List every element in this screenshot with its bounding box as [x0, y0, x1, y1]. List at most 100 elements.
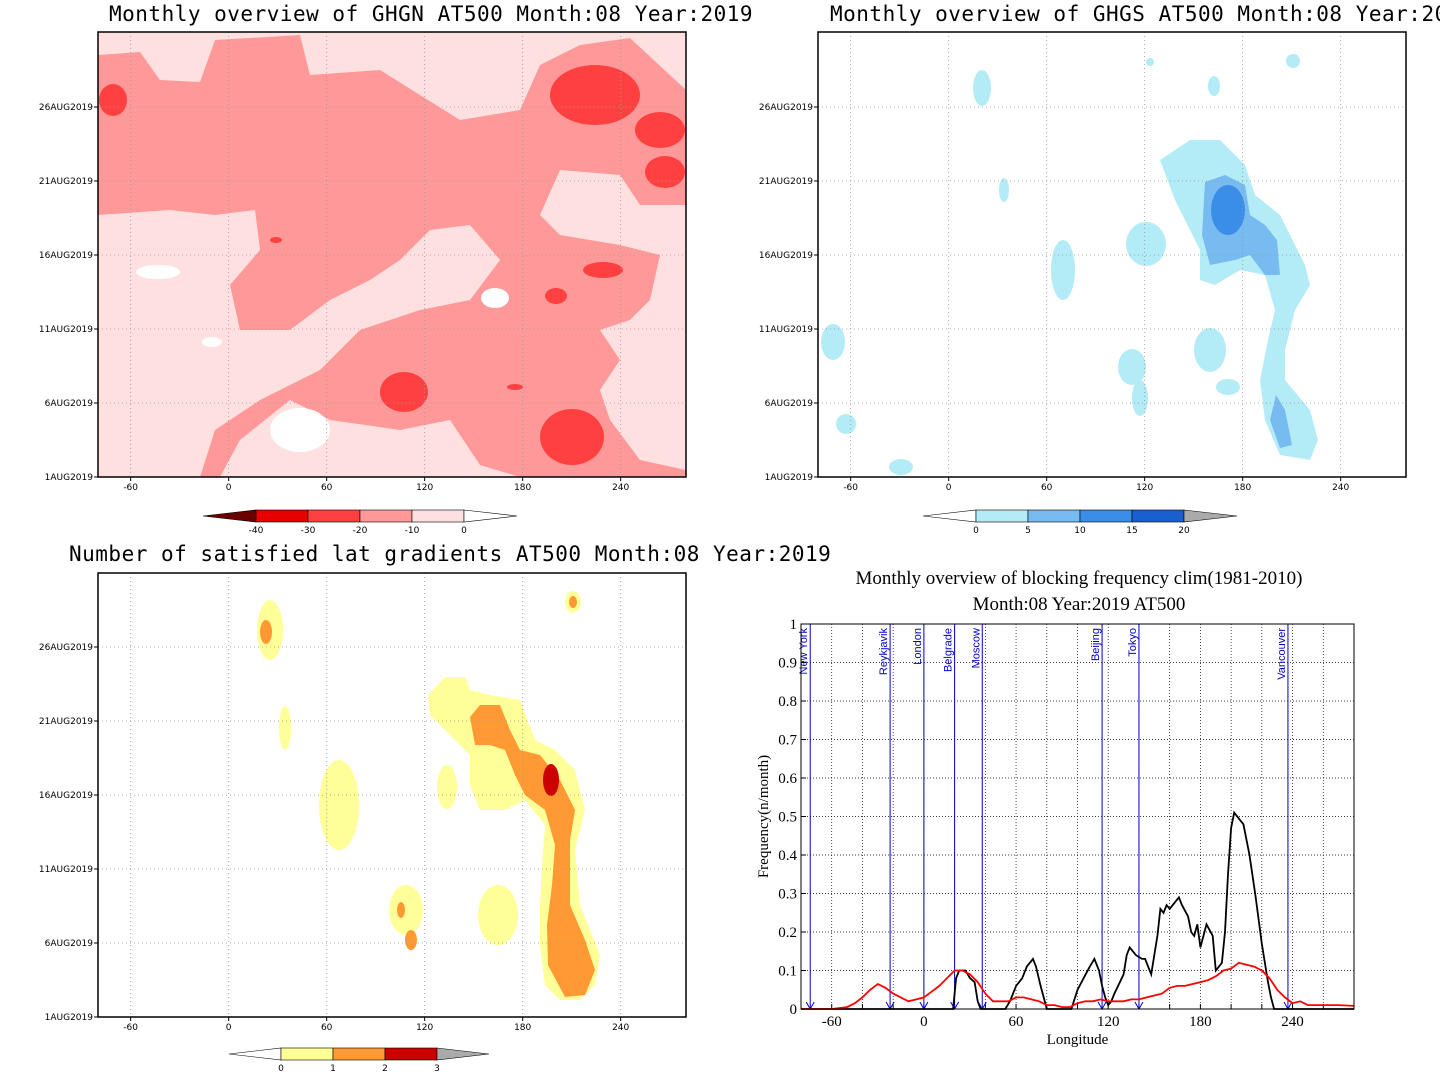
y-tick-label: 0.2: [778, 925, 797, 941]
field-region-moderate: [98, 35, 686, 477]
lat-colorbar-arrow-left: [228, 1047, 282, 1061]
y-tick-label: 1AUG2019: [45, 1013, 94, 1023]
field-region-strong: [550, 65, 640, 125]
y-tick-label: 6AUG2019: [765, 399, 814, 409]
city-label: Tokyo: [1127, 628, 1139, 657]
ghgs-colorbar-label: 15: [1126, 526, 1137, 536]
y-tick-label: 26AUG2019: [39, 103, 93, 113]
field-region-strong: [99, 84, 127, 116]
x-tick-label: 60: [321, 1023, 333, 1033]
y-tick-label: 0.9: [778, 656, 797, 672]
city-label: New York: [798, 628, 810, 675]
y-tick-label: 21AUG2019: [759, 177, 813, 187]
x-tick-label: -60: [123, 483, 138, 493]
field-region-two: [569, 596, 577, 608]
lat-title: Number of satisfied lat gradients AT500 …: [69, 542, 832, 566]
field-region-strong: [645, 156, 685, 188]
y-tick-label: 6AUG2019: [45, 939, 94, 949]
x-tick-label: 240: [1332, 483, 1349, 493]
lat-colorbar-label: 2: [382, 1064, 388, 1074]
series-line-black: [801, 810, 1354, 1010]
field-region-low: [1194, 328, 1226, 372]
lat-heatmap: -60 0 60 120 180 2401AUG20196AUG201911AUG2019…: [39, 572, 687, 1074]
y-tick-label: 16AUG2019: [39, 251, 93, 261]
ghgs-heatmap: -60 0 60 120 180 240 1AUG2019 6AUG2019 11AUG2019…: [759, 31, 1407, 536]
y-tick-label: 1AUG2019: [765, 473, 814, 483]
ghgn-colorbar-label: -10: [405, 526, 420, 536]
field-region-one: [437, 765, 457, 809]
y-tick-label: 0: [790, 1002, 798, 1018]
field-region-strong: [540, 409, 604, 465]
ghgn-colorbar-arrow-left: [202, 509, 257, 523]
ghgs-colorbar-label: 5: [1025, 526, 1031, 536]
field-region-two: [405, 930, 417, 950]
ghgn-colorbar-segment: [411, 509, 465, 523]
field-region-low: [973, 70, 991, 106]
field-region-low: [836, 414, 856, 434]
ghgs-colorbar-label: 10: [1074, 526, 1086, 536]
field-region-zero: [481, 288, 509, 308]
city-label: Reykjavik: [878, 628, 890, 676]
field-region-zero: [270, 408, 330, 452]
field-region-strong: [380, 372, 428, 412]
y-axis-label: Frequency(n/month): [756, 755, 772, 878]
y-tick-label: 1AUG2019: [45, 473, 94, 483]
y-tick-label: 11AUG2019: [759, 325, 813, 335]
freq-panel: Monthly overview of blocking frequency c…: [720, 545, 1440, 1091]
freq-title-line2: Month:08 Year:2019 AT500: [972, 594, 1186, 615]
y-tick-label: 21AUG2019: [39, 177, 93, 187]
x-tick-label: 0: [226, 1023, 232, 1033]
y-tick-label: 0.4: [778, 848, 797, 864]
y-tick-label: 21AUG2019: [39, 717, 93, 727]
field-region-strong: [507, 384, 523, 390]
x-tick-label: 0: [226, 483, 232, 493]
field-region-low: [1132, 380, 1148, 416]
y-tick-label: 0.1: [778, 964, 797, 980]
field-region-low: [1146, 58, 1154, 66]
lat-colorbar-segment: [280, 1047, 334, 1061]
field-region-low: [1286, 54, 1300, 68]
field-region-low: [999, 178, 1009, 202]
field-region-low: [1118, 349, 1146, 385]
lat-panel: Number of satisfied lat gradients AT500 …: [0, 542, 831, 1091]
field-region-three: [543, 764, 559, 796]
x-tick-label: 0: [920, 1014, 928, 1030]
ghgn-colorbar-label: -20: [353, 526, 368, 536]
field-region-strong: [583, 262, 623, 278]
x-tick-label: -60: [822, 1014, 842, 1030]
field-region-two: [397, 902, 405, 918]
y-tick-label: 0.7: [778, 733, 797, 749]
ghgn-title: Monthly overview of GHGN AT500 Month:08 …: [109, 2, 754, 26]
city-label: Vancouver: [1276, 628, 1288, 680]
x-axis-label: Longitude: [1047, 1032, 1109, 1048]
lat-colorbar-arrow-right: [436, 1047, 490, 1061]
y-tick-label: 26AUG2019: [39, 643, 93, 653]
field-region-two: [260, 620, 272, 644]
ghgs-colorbar-segment: [1131, 509, 1185, 523]
ghgn-panel: Monthly overview of GHGN AT500 Month:08 …: [0, 0, 753, 545]
freq-line-chart: 0 0.1 0.2 0.3 0.4 0.5 0.6 0.7 0.8 0.9 1 -60 0 60 120 18…: [756, 617, 1355, 1048]
field-region-strong: [635, 112, 685, 148]
field-region-low: [889, 459, 913, 475]
x-tick-label: 180: [514, 1023, 531, 1033]
lat-colorbar-label: 0: [278, 1064, 284, 1074]
city-label: London: [912, 628, 924, 665]
x-tick-label: -60: [123, 1023, 138, 1033]
field-region-one: [279, 706, 291, 750]
ghgn-colorbar-segment: [307, 509, 361, 523]
x-tick-label: 60: [321, 483, 333, 493]
series-line-red: [801, 961, 1355, 1010]
field-region-medium: [1270, 395, 1292, 448]
field-region-two: [470, 705, 595, 997]
ghgs-colorbar-label: 0: [973, 526, 979, 536]
field-region-zero: [136, 265, 180, 279]
field-region-low: [1160, 140, 1318, 460]
field-region-low: [821, 324, 845, 360]
y-tick-label: 0.8: [778, 694, 797, 710]
field-region-one: [478, 885, 518, 945]
field-background: [818, 32, 1406, 477]
y-tick-label: 0.5: [778, 810, 797, 826]
x-tick-label: 180: [1234, 483, 1251, 493]
field-region-low: [1208, 76, 1220, 96]
freq-title-line1: Monthly overview of blocking frequency c…: [855, 568, 1303, 589]
